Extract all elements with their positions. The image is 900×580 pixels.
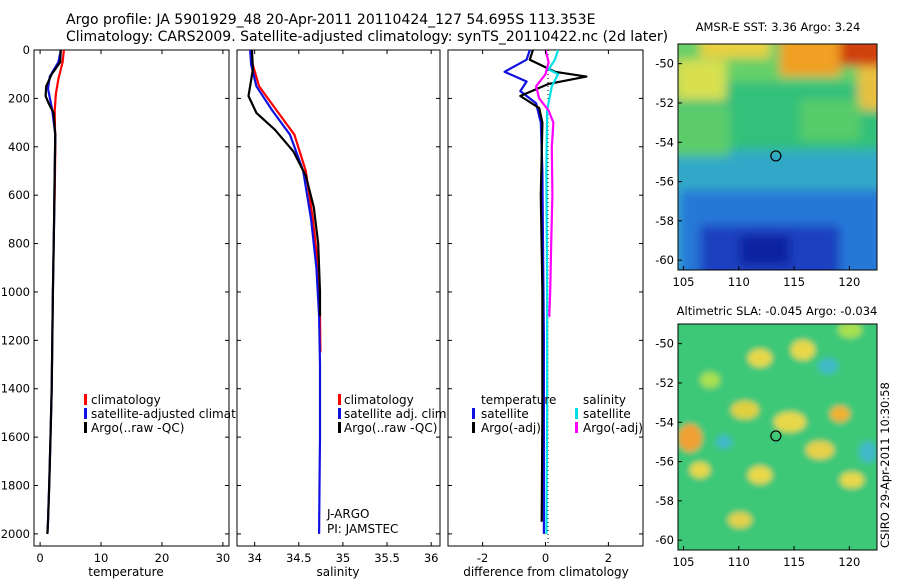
x-tick-label: 34.5 xyxy=(286,551,312,565)
map-x-tick-label: 120 xyxy=(838,275,860,289)
map-x-tick-label: 110 xyxy=(728,555,750,569)
x-tick-label: -2 xyxy=(477,551,488,565)
legend-label-satellite-adjusted: satellite-adjusted climatolog xyxy=(91,407,261,421)
x-tick-label: 35.5 xyxy=(374,551,400,565)
salinity-axes-frame xyxy=(236,49,441,547)
timestamp-stamp: CSIRO 29-Apr-2011 10:30:58 xyxy=(878,382,892,548)
map-y-tick-label: -54 xyxy=(655,415,674,429)
difference-legend: temperature satellite Argo(-adj) salinit… xyxy=(472,393,643,435)
map-x-tick-label: 120 xyxy=(838,555,860,569)
map-y-tick-label: -60 xyxy=(655,533,674,547)
map-y-tick-label: -54 xyxy=(655,135,674,149)
legend-swatch-argo xyxy=(338,422,341,433)
temperature-axes-frame xyxy=(33,49,230,547)
y-tick-label: 1800 xyxy=(1,479,30,493)
series-line-salinity-argo-adj- xyxy=(534,50,555,318)
temperature-xlabel: temperature xyxy=(88,565,163,579)
sla-map-title: Altimetric SLA: -0.045 Argo: -0.034 xyxy=(677,304,878,318)
legend-swatch-climatology xyxy=(338,394,341,405)
legend-heading-temperature: temperature xyxy=(481,393,556,407)
series-line-salinity-satellite xyxy=(545,50,560,534)
legend-swatch-satellite-adjusted xyxy=(84,408,87,419)
legend-label-climatology: climatology xyxy=(91,393,161,407)
sla-map-frame xyxy=(677,323,878,551)
x-tick-label: 10 xyxy=(94,551,109,565)
map-y-tick-label: -50 xyxy=(655,337,674,351)
legend-swatch-sal-argo xyxy=(575,422,578,433)
y-tick-label: 1200 xyxy=(1,333,30,347)
x-tick-label: 34 xyxy=(247,551,262,565)
figure-title-line1: Argo profile: JA 5901929_48 20-Apr-2011 … xyxy=(66,12,595,28)
x-tick-label: 20 xyxy=(155,551,170,565)
sla-field xyxy=(678,324,877,550)
legend-label-argo: Argo(..raw -QC) xyxy=(91,421,184,435)
x-tick-label: 0 xyxy=(542,551,549,565)
temperature-legend: climatology satellite-adjusted climatolo… xyxy=(84,393,261,435)
series-line-argo-raw-qc- xyxy=(247,50,322,317)
legend-swatch-sal-satellite xyxy=(575,408,578,419)
legend-heading-salinity: salinity xyxy=(583,393,626,407)
x-tick-label: 30 xyxy=(216,551,231,565)
legend-label-temp-argo: Argo(-adj) xyxy=(481,421,541,435)
map-y-tick-label: -52 xyxy=(655,96,674,110)
series-line-argo-raw-qc- xyxy=(44,50,62,534)
legend-swatch-satellite-adj xyxy=(338,408,341,419)
legend-label-temp-satellite: satellite xyxy=(481,407,529,421)
sla-map-panel: Altimetric SLA: -0.045 Argo: -0.034 xyxy=(655,304,878,569)
map-x-tick-label: 110 xyxy=(728,275,750,289)
y-tick-label: 0 xyxy=(23,43,30,57)
figure-title-line2: Climatology: CARS2009. Satellite-adjuste… xyxy=(66,29,668,45)
annotation-program: J-ARGO xyxy=(326,507,369,521)
x-tick-label: 35 xyxy=(336,551,351,565)
series-line-satellite-adj-clim- xyxy=(249,50,322,534)
map-y-tick-label: -52 xyxy=(655,376,674,390)
sst-map-title: AMSR-E SST: 3.36 Argo: 3.24 xyxy=(696,20,861,34)
legend-swatch-temp-satellite xyxy=(472,408,475,419)
x-tick-label: 2 xyxy=(605,551,612,565)
y-tick-label: 200 xyxy=(8,91,30,105)
x-tick-label: 0 xyxy=(36,551,43,565)
y-tick-label: 400 xyxy=(8,140,30,154)
argo-location-marker xyxy=(770,150,782,162)
legend-label-sal-satellite: satellite xyxy=(583,407,631,421)
legend-swatch-temp-argo xyxy=(472,422,475,433)
difference-xlabel: difference from climatology xyxy=(463,565,629,579)
legend-label-argo: Argo(..raw -QC) xyxy=(344,421,437,435)
legend-swatch-argo xyxy=(84,422,87,433)
map-y-tick-label: -56 xyxy=(655,455,674,469)
sst-map-panel: AMSR-E SST: 3.36 Argo: 3.24 105 110 115 120… xyxy=(655,20,878,289)
difference-axes-frame xyxy=(447,49,644,547)
argo-location-marker xyxy=(770,430,782,442)
salinity-xlabel: salinity xyxy=(316,565,359,579)
map-x-tick-label: 115 xyxy=(783,555,805,569)
legend-label-sal-argo: Argo(-adj) xyxy=(583,421,643,435)
map-x-tick-label: 105 xyxy=(673,275,695,289)
legend-label-climatology: climatology xyxy=(344,393,414,407)
salinity-legend: climatology satellite adj. clim. Argo(..… xyxy=(338,393,450,435)
y-tick-label: 1600 xyxy=(1,430,30,444)
map-y-tick-label: -60 xyxy=(655,253,674,267)
y-tick-label: 800 xyxy=(8,237,30,251)
series-line-temperature-satellite xyxy=(503,50,546,534)
difference-panel: -2 0 2 difference from climatology tempera… xyxy=(447,49,644,579)
map-y-tick-label: -50 xyxy=(655,57,674,71)
map-y-tick-label: -58 xyxy=(655,494,674,508)
map-y-tick-label: -58 xyxy=(655,214,674,228)
sst-map-frame xyxy=(677,43,878,271)
salinity-panel: 34 34.5 35 35.5 36 salinity climatology sate… xyxy=(236,49,450,579)
map-y-tick-label: -56 xyxy=(655,175,674,189)
sst-field xyxy=(678,44,877,270)
map-x-tick-label: 115 xyxy=(783,275,805,289)
y-tick-label: 600 xyxy=(8,188,30,202)
y-tick-label: 1400 xyxy=(1,382,30,396)
temperature-panel: 0 200 400 600 800 1000 1200 1400 1600 1800 2000 0 10… xyxy=(1,43,262,579)
legend-swatch-climatology xyxy=(84,394,87,405)
map-x-tick-label: 105 xyxy=(673,555,695,569)
y-tick-label: 2000 xyxy=(1,527,30,541)
legend-label-satellite-adj: satellite adj. clim. xyxy=(344,407,450,421)
annotation-pi: PI: JAMSTEC xyxy=(327,522,398,536)
y-tick-label: 1000 xyxy=(1,285,30,299)
x-tick-label: 36 xyxy=(424,551,439,565)
